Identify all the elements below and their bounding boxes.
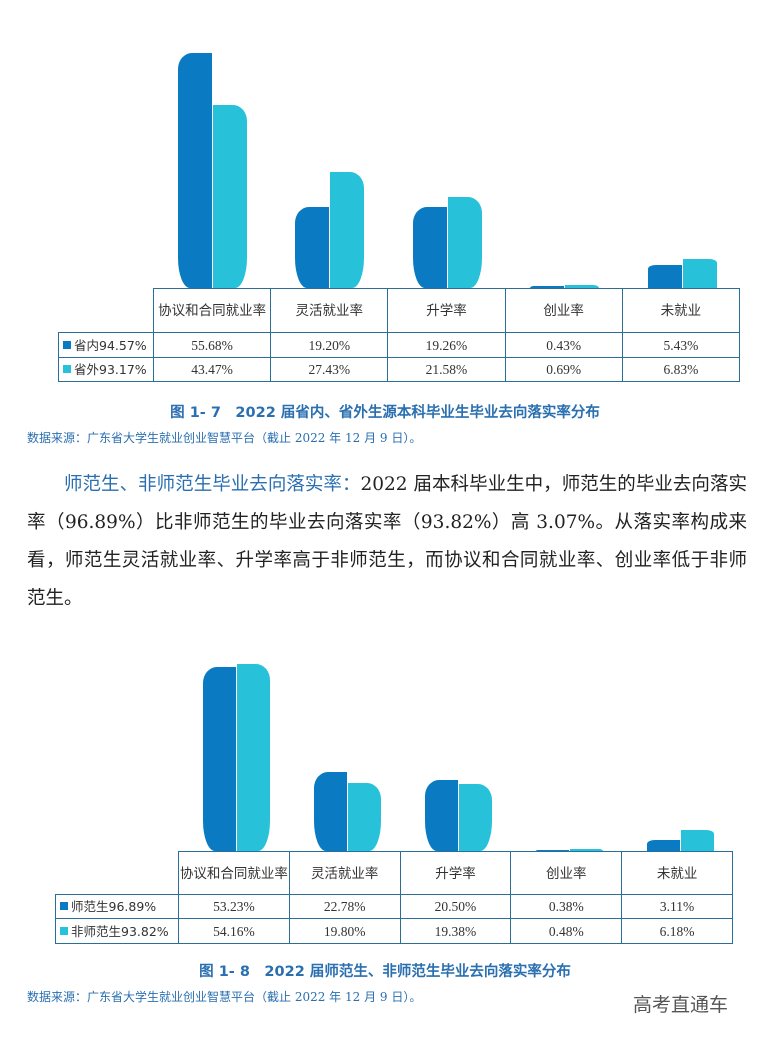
value-cell: 19.26% <box>387 332 506 358</box>
category-header: 灵活就业率 <box>288 851 401 895</box>
category-header: 升学率 <box>387 288 506 333</box>
legend-swatch-icon <box>63 340 71 349</box>
value-cell: 55.68% <box>152 332 272 358</box>
figure1-source-note: 数据来源：广东省大学生就业创业智慧平台（截止 2022 年 12 月 9 日）。 <box>27 431 422 445</box>
bar-series0 <box>203 667 236 851</box>
category-header: 创业率 <box>504 288 623 333</box>
value-cell: 6.18% <box>621 918 733 944</box>
body-paragraph: 师范生、非师范生毕业去向落实率：2022 届本科毕业生中，师范生的毕业去向落实率… <box>27 466 747 618</box>
value-cell: 5.43% <box>621 332 741 358</box>
value-cell: 0.48% <box>510 918 623 944</box>
category-header: 灵活就业率 <box>270 288 389 333</box>
value-cell: 22.78% <box>288 894 401 919</box>
figure2-bar-plot <box>178 650 733 851</box>
figure1-data-table: 协议和合同就业率 灵活就业率 升学率 创业率 未就业 省内94.57% 55.6… <box>58 288 741 382</box>
bar-series1 <box>681 829 714 851</box>
value-cell: 19.20% <box>270 332 389 358</box>
legend-label: 省外93.17% <box>74 362 147 377</box>
value-cell: 43.47% <box>152 357 272 382</box>
value-cell: 27.43% <box>270 357 389 382</box>
legend-label: 师范生96.89% <box>71 899 157 914</box>
bar-series1 <box>682 259 717 288</box>
legend-series-0: 师范生96.89% <box>55 894 179 919</box>
bar-series0 <box>536 849 569 851</box>
value-cell: 0.69% <box>504 357 623 382</box>
bar-series0 <box>314 772 347 851</box>
bar-series1 <box>447 196 482 288</box>
value-cell: 0.38% <box>510 894 623 919</box>
legend-series-1: 省外93.17% <box>58 357 154 382</box>
legend-swatch-icon <box>60 926 68 935</box>
figure1-caption: 图 1- 7 2022 届省内、省外生源本科毕业生毕业去向落实率分布 <box>170 405 600 421</box>
value-cell: 3.11% <box>621 894 733 919</box>
figure1-bar-plot <box>153 40 740 288</box>
value-cell: 21.58% <box>387 357 506 382</box>
legend-label: 省内94.57% <box>74 337 147 353</box>
watermark-text: 高考直通车 <box>633 994 729 1016</box>
value-cell: 53.23% <box>178 894 290 919</box>
value-cell: 19.38% <box>399 918 512 944</box>
value-cell: 6.83% <box>621 357 741 382</box>
bar-series0 <box>647 840 680 851</box>
category-header: 创业率 <box>510 851 623 895</box>
figure2-caption: 图 1- 8 2022 届师范生、非师范生毕业去向落实率分布 <box>199 964 571 980</box>
bar-series0 <box>178 53 212 288</box>
legend-series-0: 省内94.57% <box>58 332 154 358</box>
value-cell: 20.50% <box>399 894 512 919</box>
table-row: 省外93.17% 43.47% 27.43% 21.58% 0.69% 6.83… <box>58 357 741 382</box>
category-header: 协议和合同就业率 <box>152 288 272 333</box>
legend-series-1: 非师范生93.82% <box>55 918 179 944</box>
category-header: 未就业 <box>621 288 741 333</box>
category-header: 协议和合同就业率 <box>178 851 290 895</box>
table-row: 师范生96.89% 53.23% 22.78% 20.50% 0.38% 3.1… <box>55 894 733 919</box>
value-cell: 54.16% <box>178 918 290 944</box>
bar-series1 <box>459 784 492 851</box>
paragraph-lead: 师范生、非师范生毕业去向落实率： <box>64 474 361 495</box>
paragraph-body: 2022 届本科毕业生中，师范生的毕业去向落实率（96.89%）比非师范生的毕业… <box>27 474 747 609</box>
value-cell: 19.80% <box>288 918 401 944</box>
bar-series1 <box>348 782 381 851</box>
table-corner <box>58 288 154 333</box>
bar-series0 <box>295 206 330 288</box>
table-row: 省内94.57% 55.68% 19.20% 19.26% 0.43% 5.43… <box>58 332 741 358</box>
legend-label: 非师范生93.82% <box>71 923 169 939</box>
bar-series0 <box>425 780 458 851</box>
legend-swatch-icon <box>63 365 71 373</box>
bar-series1 <box>330 172 365 288</box>
category-header: 未就业 <box>621 851 733 895</box>
bar-series1 <box>565 285 600 288</box>
table-row: 非师范生93.82% 54.16% 19.80% 19.38% 0.48% 6.… <box>55 918 733 944</box>
figure2-data-table: 协议和合同就业率 灵活就业率 升学率 创业率 未就业 师范生96.89% 53.… <box>55 851 733 944</box>
bar-series1 <box>570 849 603 851</box>
bar-series0 <box>647 265 682 288</box>
legend-swatch-icon <box>60 902 68 910</box>
category-header: 升学率 <box>399 851 512 895</box>
value-cell: 0.43% <box>504 332 623 358</box>
bar-series1 <box>213 104 247 288</box>
bar-series1 <box>237 664 270 851</box>
table-corner <box>55 851 179 895</box>
bar-series0 <box>530 286 565 288</box>
bar-series0 <box>412 206 447 288</box>
figure2-source-note: 数据来源：广东省大学生就业创业智慧平台（截止 2022 年 12 月 9 日）。 <box>27 990 422 1004</box>
